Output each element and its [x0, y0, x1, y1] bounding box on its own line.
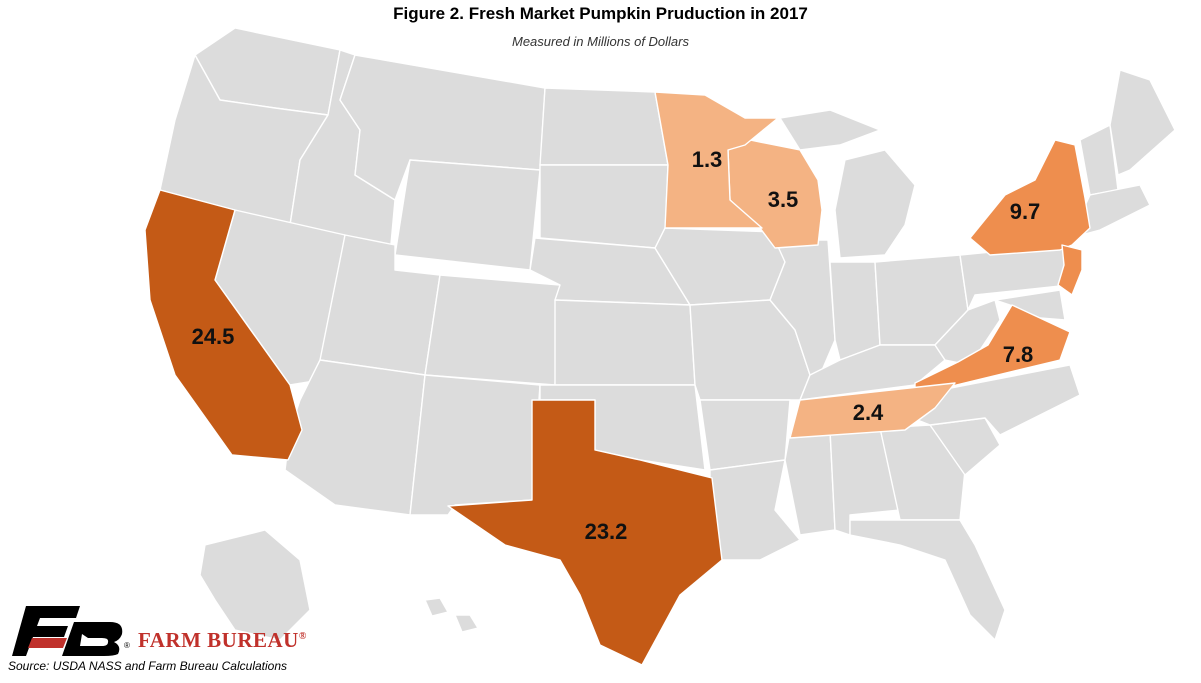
state-arkansas	[699, 399, 791, 471]
state-north-dakota	[539, 87, 669, 166]
farm-bureau-wordmark: FARM BUREAU®	[138, 628, 307, 652]
label-tennessee: 2.4	[853, 400, 884, 425]
state-florida	[849, 519, 1006, 641]
label-virginia: 7.8	[1003, 342, 1034, 367]
state-wyoming	[394, 159, 541, 271]
state-mississippi	[784, 429, 836, 536]
state-california	[144, 189, 303, 461]
state-new-mexico	[409, 374, 541, 516]
state-new-jersey	[1057, 244, 1083, 296]
state-indiana	[829, 261, 881, 361]
state-texas	[447, 399, 723, 666]
label-texas: 23.2	[585, 519, 628, 544]
state-alaska	[199, 529, 311, 641]
source-note: Source: USDA NASS and Farm Bureau Calcul…	[8, 659, 288, 673]
state-louisiana	[709, 459, 801, 561]
label-new-york: 9.7	[1010, 199, 1041, 224]
state-colorado	[424, 274, 561, 386]
map-subtitle: Measured in Millions of Dollars	[511, 34, 689, 49]
map-title: Figure 2. Fresh Market Pumpkin Pruductio…	[393, 4, 808, 23]
svg-text:®: ®	[124, 641, 130, 650]
state-south-dakota	[539, 164, 669, 249]
state-maryland-delaware	[994, 289, 1066, 321]
state-tennessee	[789, 382, 956, 439]
state-maine	[1109, 69, 1176, 176]
state-michigan	[834, 149, 916, 259]
state-georgia	[879, 424, 966, 521]
state-hawaii	[424, 597, 479, 633]
label-minnesota: 1.3	[692, 147, 723, 172]
farm-bureau-logo: ®	[12, 606, 130, 656]
state-michigan-upper	[779, 109, 881, 151]
label-wisconsin: 3.5	[768, 187, 799, 212]
state-minnesota	[654, 91, 779, 229]
state-arizona	[284, 359, 426, 516]
state-new-york	[969, 139, 1091, 256]
label-california: 24.5	[192, 324, 235, 349]
state-kansas	[554, 299, 696, 386]
